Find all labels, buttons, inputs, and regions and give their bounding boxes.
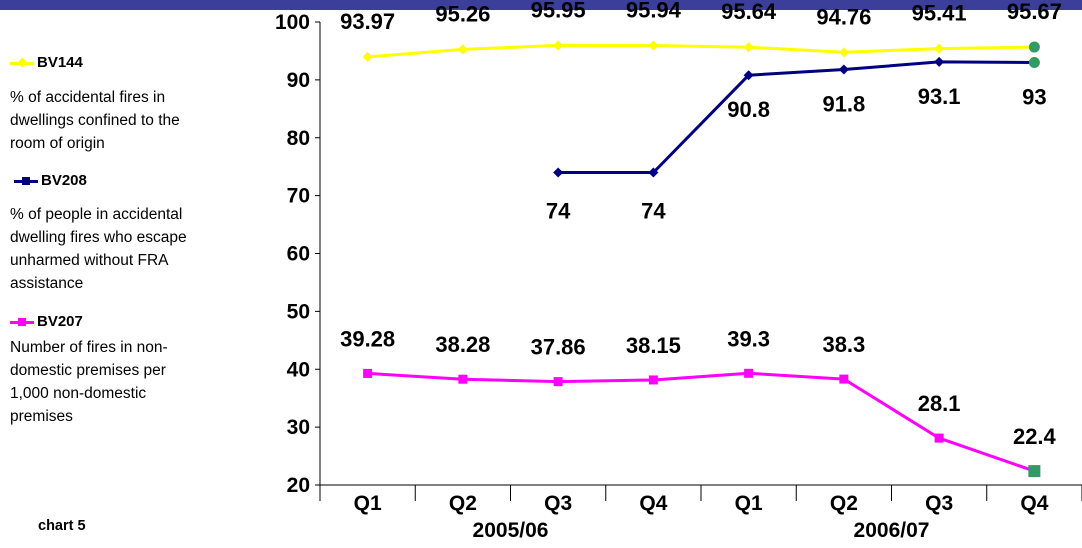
data-point-bv207 xyxy=(1028,465,1041,478)
data-point-bv207 xyxy=(458,374,468,384)
x-group-label: 2006/07 xyxy=(854,519,930,542)
data-label-bv208: 74 xyxy=(546,198,571,223)
y-tick-label: 20 xyxy=(287,474,310,497)
legend-key-bv207: BV207 xyxy=(10,313,83,330)
legend-desc-line: % of accidental fires in xyxy=(10,89,166,106)
x-tick-label: Q4 xyxy=(1020,492,1048,515)
data-point-bv207 xyxy=(744,368,754,378)
x-tick-label: Q2 xyxy=(830,492,858,515)
data-label-bv207: 37.86 xyxy=(531,335,586,360)
legend-key-label: BV207 xyxy=(37,313,83,330)
legend-desc-bv207: Number of fires in non- domestic premise… xyxy=(10,336,168,428)
y-tick-label: 30 xyxy=(287,416,310,439)
data-point-bv207 xyxy=(553,377,563,387)
data-point-bv208 xyxy=(743,70,754,81)
legend: BV144 % of accidental fires in dwellings… xyxy=(0,0,270,548)
data-label-bv144: 93.97 xyxy=(340,9,395,34)
y-tick-label: 80 xyxy=(287,127,310,150)
data-point-bv144 xyxy=(362,51,373,62)
data-label-bv144: 94.76 xyxy=(816,4,871,29)
legend-desc-line: dwellings confined to the xyxy=(10,112,180,129)
x-tick-label: Q3 xyxy=(925,492,953,515)
legend-desc-line: unharmed without FRA xyxy=(10,252,169,269)
series-line-bv207 xyxy=(367,371,1035,473)
data-label-bv144: 95.95 xyxy=(531,0,586,22)
legend-desc-line: domestic premises per xyxy=(10,362,166,379)
legend-swatch-bv144 xyxy=(10,57,34,69)
data-point-bv144 xyxy=(838,47,849,58)
data-point-bv144 xyxy=(743,42,754,53)
data-label-bv207: 38.15 xyxy=(626,333,681,358)
data-label-bv207: 38.28 xyxy=(435,332,490,357)
data-point-bv207 xyxy=(363,368,373,378)
data-label-bv144: 95.64 xyxy=(721,0,777,24)
data-label-bv144: 95.67 xyxy=(1007,0,1062,24)
y-tick-label: 90 xyxy=(287,69,310,92)
data-point-bv208 xyxy=(838,64,849,75)
legend-desc-bv208: % of people in accidental dwelling fires… xyxy=(10,203,187,295)
data-point-bv144 xyxy=(648,40,659,51)
chart-label: chart 5 xyxy=(38,518,86,534)
x-group-label: 2005/06 xyxy=(473,519,549,542)
y-tick-label: 70 xyxy=(287,185,310,208)
legend-swatch-bv207 xyxy=(10,316,34,328)
data-label-bv144: 95.41 xyxy=(912,1,967,26)
data-label-bv207: 39.3 xyxy=(727,326,770,351)
legend-desc-line: 1,000 non-domestic xyxy=(10,385,147,402)
data-label-bv207: 39.28 xyxy=(340,326,395,351)
legend-key-bv208: BV208 xyxy=(14,172,87,189)
legend-key-label: BV208 xyxy=(41,172,87,189)
legend-desc-line: room of origin xyxy=(10,135,105,152)
data-point-bv144 xyxy=(457,44,468,55)
data-point-bv144 xyxy=(553,40,564,51)
top-border-bar xyxy=(0,0,1082,10)
data-point-bv208 xyxy=(553,167,564,178)
data-point-bv207 xyxy=(648,375,658,385)
y-tick-label: 100 xyxy=(275,11,310,34)
legend-desc-line: premises xyxy=(10,408,73,425)
x-tick-label: Q1 xyxy=(354,492,382,515)
data-point-bv207 xyxy=(839,374,849,384)
y-tick-label: 40 xyxy=(287,358,310,381)
legend-swatch-bv208 xyxy=(14,175,38,187)
data-label-bv208: 74 xyxy=(641,198,666,223)
data-label-bv208: 90.8 xyxy=(727,97,770,122)
x-tick-label: Q3 xyxy=(544,492,572,515)
data-point-bv207 xyxy=(934,433,944,443)
data-point-bv144 xyxy=(934,43,945,54)
x-tick-label: Q4 xyxy=(639,492,667,515)
legend-desc-line: dwelling fires who escape xyxy=(10,229,187,246)
x-tick-label: Q2 xyxy=(449,492,477,515)
legend-desc-line: assistance xyxy=(10,275,84,292)
data-point-bv208 xyxy=(648,167,659,178)
data-label-bv208: 91.8 xyxy=(822,91,865,116)
legend-desc-line: Number of fires in non- xyxy=(10,339,168,356)
data-point-bv144 xyxy=(1028,41,1040,53)
data-label-bv208: 93 xyxy=(1022,85,1046,110)
data-label-bv207: 22.4 xyxy=(1013,424,1057,449)
series-line-bv208 xyxy=(558,60,1035,174)
data-label-bv144: 95.26 xyxy=(435,1,490,26)
data-label-bv144: 95.94 xyxy=(626,0,682,22)
y-tick-label: 50 xyxy=(287,300,310,323)
legend-key-bv144: BV144 xyxy=(10,54,83,71)
x-tick-label: Q1 xyxy=(735,492,763,515)
data-point-bv208 xyxy=(934,56,945,67)
data-point-bv208 xyxy=(1028,57,1040,69)
legend-key-label: BV144 xyxy=(37,54,83,71)
y-tick-label: 60 xyxy=(287,243,310,266)
series-line-bv144 xyxy=(367,43,1035,59)
data-label-bv208: 93.1 xyxy=(918,84,961,109)
legend-desc-bv144: % of accidental fires in dwellings confi… xyxy=(10,86,180,155)
legend-desc-line: % of people in accidental xyxy=(10,206,183,223)
data-label-bv207: 28.1 xyxy=(918,391,961,416)
data-label-bv207: 38.3 xyxy=(822,332,865,357)
